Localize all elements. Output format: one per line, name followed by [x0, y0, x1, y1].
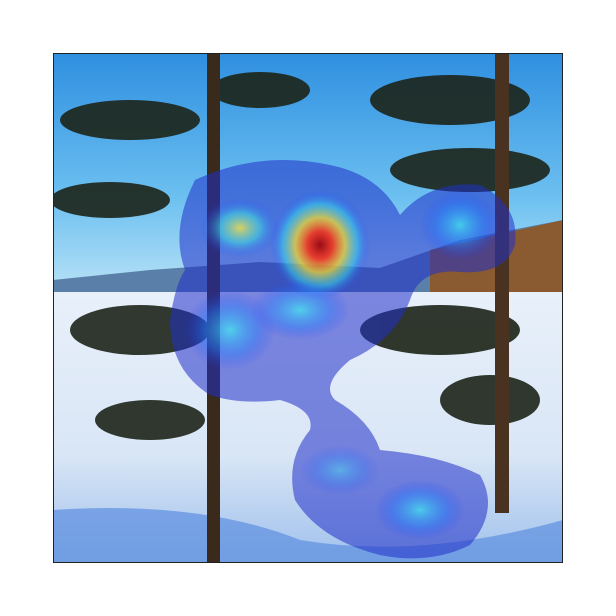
heatmap-overlay [170, 160, 516, 559]
photo [53, 53, 563, 563]
frame-border [53, 53, 563, 563]
